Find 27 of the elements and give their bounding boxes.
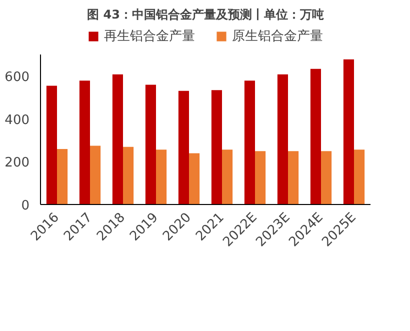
y-tick-label: 600 [4, 70, 30, 85]
chart-title: 图 43：中国铝合金产量及预测丨单位：万吨 [87, 8, 324, 22]
y-tick-label: 200 [4, 156, 30, 171]
bar [90, 146, 101, 204]
bar [244, 80, 255, 204]
bar [255, 151, 266, 204]
bar [145, 84, 156, 204]
bar [222, 150, 233, 204]
bar [112, 74, 123, 204]
legend-label: 再生铝合金产量 [104, 28, 195, 45]
y-tick-label: 0 [21, 198, 30, 214]
bar [343, 59, 354, 204]
bar [354, 150, 365, 204]
bar [288, 151, 299, 204]
bar [123, 146, 134, 204]
bar [156, 150, 167, 204]
bar [277, 74, 288, 204]
bar [189, 153, 200, 204]
bar [46, 86, 57, 204]
bar [211, 90, 222, 204]
y-tick-label: 400 [4, 112, 30, 128]
bar [310, 68, 321, 204]
bar [178, 90, 189, 204]
bar [57, 149, 68, 204]
bar [321, 151, 332, 204]
bar [79, 80, 90, 204]
legend-label: 原生铝合金产量 [232, 28, 323, 45]
